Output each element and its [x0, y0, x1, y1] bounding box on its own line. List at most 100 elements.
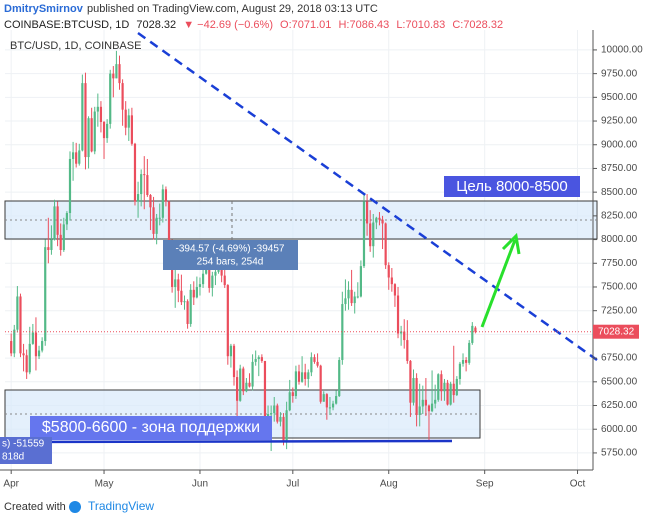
candle-body [282, 416, 285, 442]
last: 7028.32 [136, 19, 176, 31]
candle-body [53, 206, 56, 240]
x-tick-label: Apr [3, 479, 19, 490]
candle-body [133, 143, 137, 202]
candle-body [279, 416, 282, 422]
candle-body [78, 150, 81, 164]
candle-body [443, 382, 446, 392]
candle-body [112, 73, 115, 79]
candle-body [25, 355, 28, 373]
close: C:7028.32 [452, 19, 503, 31]
candle-body [19, 296, 22, 354]
candle-body [146, 175, 149, 195]
partial-box [0, 437, 52, 464]
candle-body [328, 407, 332, 409]
candle-body [47, 247, 50, 250]
candle-body [223, 275, 226, 286]
trend-line [137, 31, 598, 362]
candle-body [189, 289, 192, 324]
x-tick-label: May [95, 479, 114, 490]
candle-body [186, 301, 189, 324]
candle-body [41, 341, 44, 351]
candle-body [16, 296, 19, 330]
x-tick-label: Oct [570, 479, 586, 490]
candle-body [220, 268, 223, 276]
candle-body [248, 382, 251, 387]
candle-body [396, 295, 400, 334]
candle-body [452, 383, 455, 396]
candle-body [307, 372, 310, 379]
candle-body [297, 371, 301, 382]
candle-body [427, 405, 431, 412]
candle-body [118, 64, 121, 84]
candle-body [136, 194, 140, 202]
y-tick-label: 6000.00 [601, 424, 638, 435]
price-tag-label: 7028.32 [598, 326, 635, 337]
candle-body [149, 195, 152, 208]
author[interactable]: DmitrySmirnov [4, 3, 84, 15]
candle-body [96, 106, 99, 112]
y-tick-label: 8000.00 [601, 234, 638, 245]
target-arrow-head [501, 232, 521, 255]
candle-body [71, 152, 75, 159]
y-tick-label: 8500.00 [601, 187, 638, 198]
partial-text: 818d [2, 452, 24, 463]
footer-brand[interactable]: TradingView [88, 499, 154, 513]
low: L:7010.83 [396, 19, 445, 31]
candle-body [37, 350, 41, 357]
candle-body [50, 239, 53, 250]
logo[interactable] [69, 501, 81, 513]
candle-body [239, 368, 242, 401]
candle-body [229, 345, 233, 357]
footer-created: Created with [4, 501, 66, 513]
candle-body [465, 360, 468, 363]
candle-body [22, 353, 25, 356]
candle-body [316, 361, 319, 366]
y-tick-label: 6250.00 [601, 400, 638, 411]
candle-body [440, 374, 443, 392]
candle-body [468, 342, 471, 363]
candle-body [294, 371, 298, 397]
candle-body [174, 279, 177, 287]
candle-body [474, 327, 477, 332]
candle-body [152, 207, 155, 234]
candle-body [304, 372, 307, 379]
candle-body [68, 158, 72, 214]
candle-body [208, 266, 211, 288]
y-tick-label: 9750.00 [601, 68, 638, 79]
y-tick-label: 6750.00 [601, 353, 638, 364]
candle-body [356, 296, 359, 298]
candle-body [331, 403, 335, 408]
candle-body [461, 360, 465, 364]
candle-body [28, 343, 31, 373]
candle-body [34, 332, 38, 357]
candle-body [87, 118, 90, 158]
candle-body [341, 304, 344, 360]
candle-body [109, 73, 112, 124]
x-tick-label: Jun [192, 479, 208, 490]
candle-body [403, 331, 406, 341]
chart-subtitle: BTC/USD, 1D, COINBASE [10, 40, 141, 52]
candle-body [161, 189, 164, 218]
candle-body [449, 383, 452, 405]
candle-body [81, 83, 84, 151]
candle-body [242, 368, 245, 392]
candle-body [214, 271, 217, 276]
support-line [4, 439, 453, 444]
candle-body [322, 394, 325, 402]
candle-body [325, 394, 328, 408]
candle-body [257, 357, 260, 360]
candle-body [84, 83, 87, 158]
candle-body [130, 115, 133, 144]
candle-body [124, 109, 127, 128]
candle-body [387, 265, 390, 278]
candle-body [143, 174, 146, 176]
candle-body [44, 247, 47, 342]
candle-body [434, 399, 437, 404]
candle-body [353, 296, 356, 304]
candle-body [458, 363, 462, 379]
candle-body [276, 405, 279, 422]
candle-body [369, 223, 372, 247]
candle-body [106, 123, 109, 139]
y-tick-label: 8250.00 [601, 211, 638, 222]
